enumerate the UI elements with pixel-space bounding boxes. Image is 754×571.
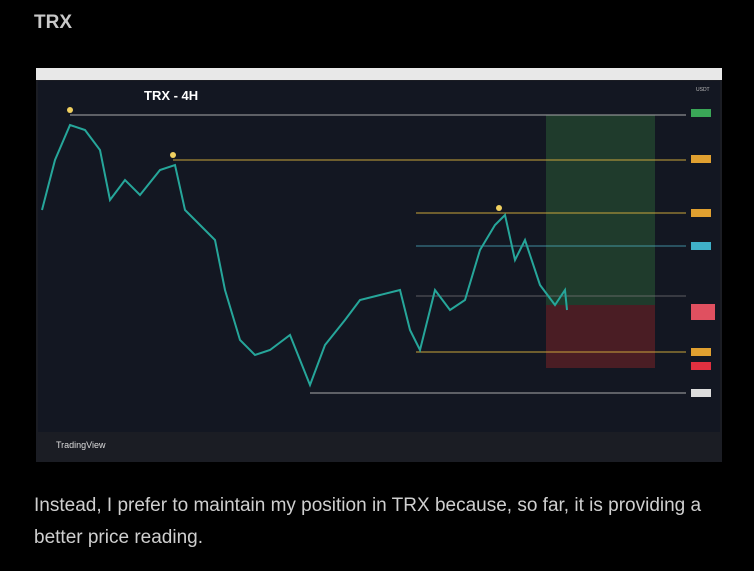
price-tag xyxy=(691,304,715,320)
price-tag xyxy=(691,389,711,397)
post-title: TRX xyxy=(34,12,72,33)
loss-zone xyxy=(546,305,655,368)
chart-image: TRX - 4H USDT TradingView xyxy=(36,68,722,462)
image-top-bar xyxy=(36,68,722,80)
marker xyxy=(170,152,176,158)
price-tag xyxy=(691,362,711,370)
brand: TradingView xyxy=(56,440,106,450)
profit-zone xyxy=(546,115,655,305)
price-tag xyxy=(691,242,711,250)
marker xyxy=(67,107,73,113)
price-tag xyxy=(691,209,711,217)
currency: USDT xyxy=(696,87,710,93)
marker xyxy=(496,205,502,211)
paragraph: Instead, I prefer to maintain my positio… xyxy=(34,495,702,548)
price-path xyxy=(41,123,568,388)
price-tag xyxy=(691,109,711,117)
chart-title: TRX - 4H xyxy=(144,88,198,103)
price-tag xyxy=(691,155,711,163)
price-tag xyxy=(691,348,711,356)
